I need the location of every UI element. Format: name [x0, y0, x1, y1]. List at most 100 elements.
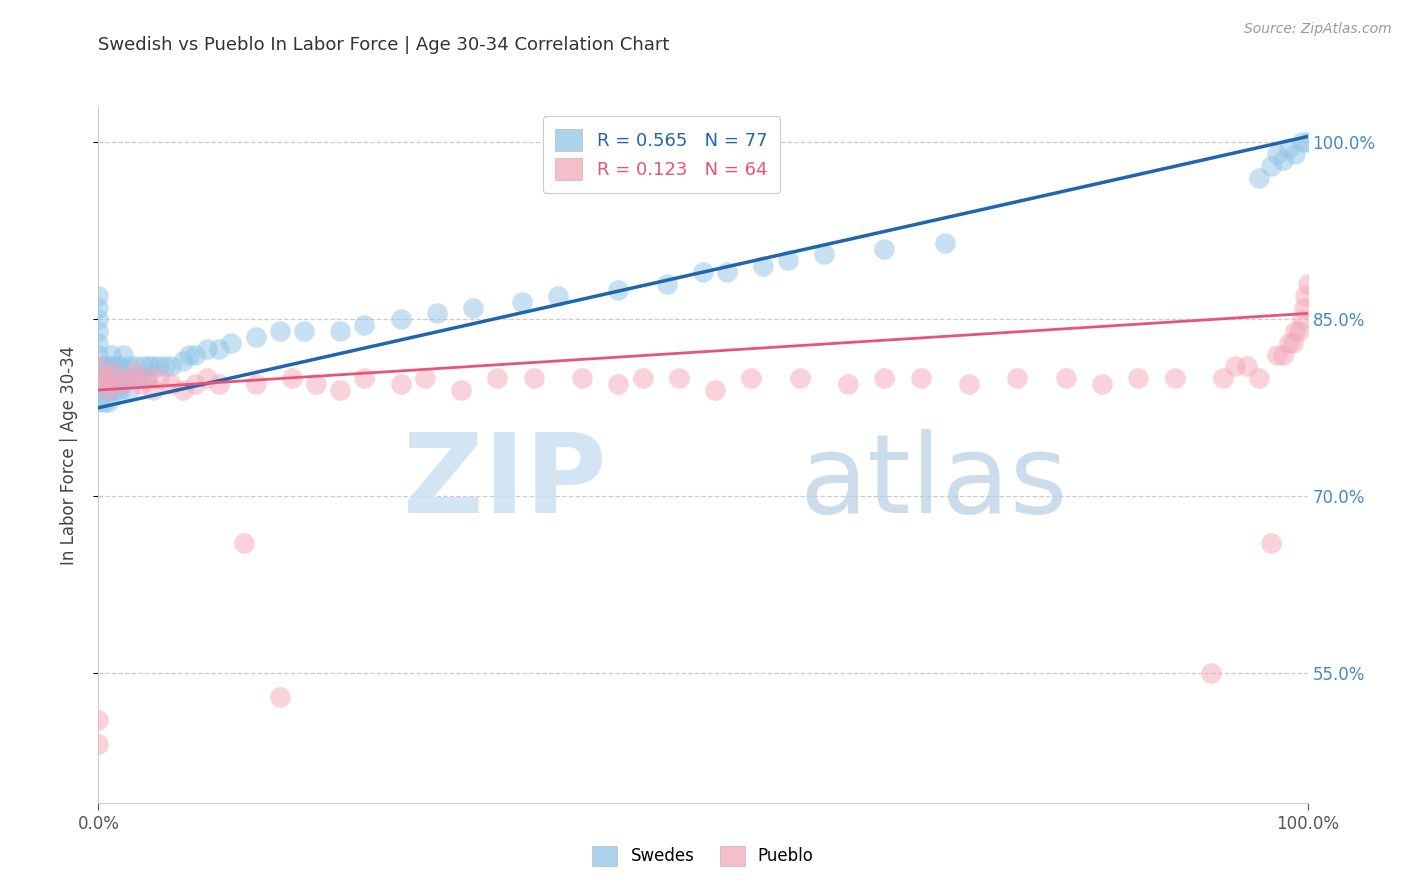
Point: [120, 371, 142, 385]
Point: [1267, 348, 1289, 362]
Legend: Swedes, Pueblo: Swedes, Pueblo: [586, 839, 820, 872]
Point: [1223, 359, 1246, 374]
Point: [148, 359, 170, 374]
Point: [389, 312, 412, 326]
Point: [353, 371, 375, 385]
Point: [87, 359, 110, 374]
Point: [118, 359, 141, 374]
Point: [1212, 371, 1234, 385]
Point: [1291, 136, 1313, 150]
Point: [118, 371, 141, 385]
Point: [118, 383, 141, 397]
Point: [111, 377, 134, 392]
Point: [129, 371, 152, 385]
Point: [1296, 277, 1319, 291]
Point: [105, 359, 128, 374]
Point: [837, 377, 859, 392]
Point: [607, 283, 630, 297]
Point: [195, 371, 218, 385]
Point: [232, 536, 254, 550]
Point: [87, 335, 110, 350]
Point: [547, 289, 569, 303]
Point: [245, 377, 267, 392]
Point: [269, 690, 291, 704]
Point: [101, 359, 124, 374]
Point: [1091, 377, 1114, 392]
Point: [1007, 371, 1029, 385]
Point: [97, 371, 120, 385]
Text: ZIP: ZIP: [404, 429, 606, 536]
Point: [1236, 359, 1258, 374]
Point: [98, 359, 121, 374]
Point: [114, 371, 136, 385]
Point: [329, 324, 352, 338]
Point: [129, 377, 152, 392]
Point: [97, 383, 120, 397]
Point: [87, 312, 110, 326]
Y-axis label: In Labor Force | Age 30-34: In Labor Force | Age 30-34: [59, 345, 77, 565]
Point: [1128, 371, 1150, 385]
Point: [329, 383, 352, 397]
Point: [1292, 301, 1315, 315]
Text: atlas: atlas: [800, 429, 1069, 536]
Point: [93, 371, 115, 385]
Point: [172, 383, 194, 397]
Point: [208, 342, 231, 356]
Point: [269, 324, 291, 338]
Point: [221, 335, 243, 350]
Point: [655, 277, 678, 291]
Point: [93, 377, 115, 392]
Point: [184, 377, 207, 392]
Point: [740, 371, 762, 385]
Point: [292, 324, 315, 338]
Point: [101, 365, 124, 379]
Point: [135, 371, 157, 385]
Point: [142, 383, 165, 397]
Point: [1272, 348, 1295, 362]
Point: [716, 265, 738, 279]
Point: [353, 318, 375, 333]
Point: [103, 371, 125, 385]
Point: [752, 259, 775, 273]
Point: [1267, 147, 1289, 161]
Point: [1249, 170, 1271, 185]
Point: [87, 324, 110, 338]
Point: [142, 359, 165, 374]
Point: [413, 371, 436, 385]
Point: [1282, 335, 1305, 350]
Point: [87, 289, 110, 303]
Point: [1291, 312, 1313, 326]
Point: [111, 371, 134, 385]
Point: [910, 371, 932, 385]
Point: [97, 395, 120, 409]
Point: [98, 383, 121, 397]
Point: [87, 371, 110, 385]
Point: [101, 383, 124, 397]
Text: Source: ZipAtlas.com: Source: ZipAtlas.com: [1244, 22, 1392, 37]
Point: [486, 371, 509, 385]
Point: [789, 371, 811, 385]
Point: [153, 359, 176, 374]
Point: [1278, 335, 1301, 350]
Point: [160, 377, 183, 392]
Point: [96, 359, 118, 374]
Point: [87, 713, 110, 727]
Point: [813, 247, 835, 261]
Point: [305, 377, 328, 392]
Point: [100, 371, 122, 385]
Point: [450, 383, 472, 397]
Point: [1260, 536, 1282, 550]
Point: [1163, 371, 1185, 385]
Point: [124, 359, 146, 374]
Point: [135, 371, 157, 385]
Point: [281, 371, 304, 385]
Point: [87, 301, 110, 315]
Point: [426, 306, 449, 320]
Point: [172, 353, 194, 368]
Point: [132, 359, 155, 374]
Point: [1288, 324, 1310, 338]
Point: [245, 330, 267, 344]
Point: [1054, 371, 1077, 385]
Point: [138, 359, 160, 374]
Point: [87, 348, 110, 362]
